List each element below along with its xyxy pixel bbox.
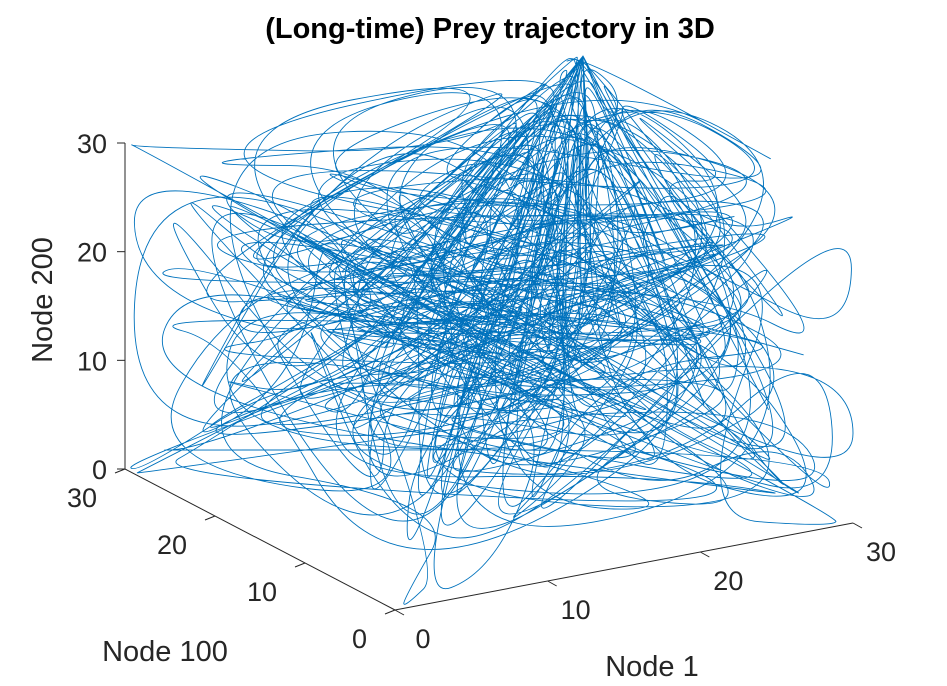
z-tick-label: 20 — [77, 238, 107, 268]
prey-trajectory-line — [130, 55, 854, 605]
x-tick-label: 0 — [415, 624, 430, 654]
y-tick-mark — [384, 609, 396, 615]
trajectory-group — [130, 55, 854, 605]
z-axis-label: Node 200 — [27, 237, 59, 363]
z-tick-label: 0 — [92, 455, 107, 485]
y-tick-label: 20 — [157, 530, 187, 560]
x-tick-label: 30 — [866, 537, 896, 567]
z-tick-label: 10 — [77, 346, 107, 376]
x-tick-mark — [700, 551, 710, 558]
x-axis-line — [394, 522, 854, 611]
x-axis-label: Node 1 — [605, 651, 699, 683]
y-tick-mark — [114, 468, 126, 474]
x-tick-mark — [852, 522, 863, 529]
x-tick-label: 20 — [713, 566, 743, 596]
x-tick-mark — [547, 580, 557, 587]
y-tick-mark — [204, 515, 216, 521]
y-tick-mark — [294, 562, 306, 568]
z-tick-label: 30 — [77, 129, 107, 159]
y-axis-line — [124, 468, 396, 611]
y-tick-label: 10 — [247, 577, 277, 607]
x-tick-mark — [394, 609, 405, 616]
y-tick-label: 0 — [352, 624, 367, 654]
y-axis-label: Node 100 — [102, 636, 228, 668]
x-tick-label: 10 — [561, 595, 591, 625]
chart-title: (Long-time) Prey trajectory in 3D — [265, 13, 715, 45]
axes-group — [124, 143, 854, 611]
y-tick-label: 30 — [67, 483, 97, 513]
